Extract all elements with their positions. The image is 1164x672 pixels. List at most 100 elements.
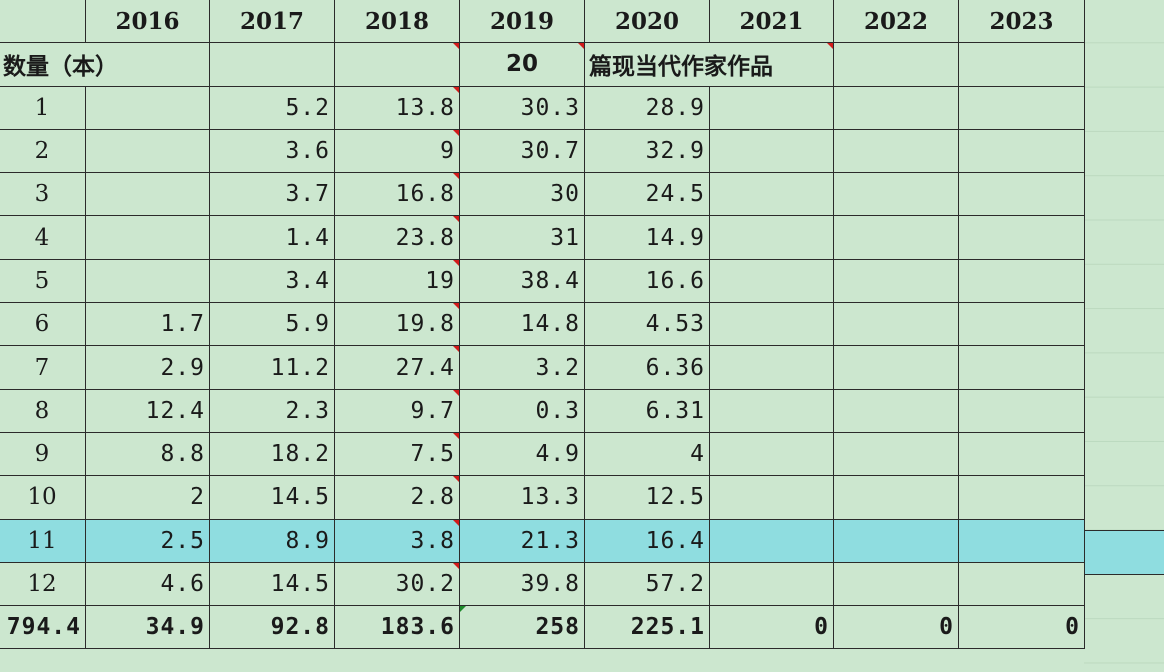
cell-2021[interactable] bbox=[709, 345, 834, 390]
cell-2022[interactable] bbox=[833, 215, 959, 260]
cell-2019[interactable]: 30.3 bbox=[459, 85, 585, 130]
subheader-cell-2022[interactable] bbox=[827, 42, 959, 87]
cell-2020[interactable]: 12.5 bbox=[584, 475, 710, 520]
year-header-2019[interactable]: 2019 bbox=[459, 0, 585, 44]
cell-2020[interactable]: 4.53 bbox=[584, 302, 710, 347]
year-header-2022[interactable]: 2022 bbox=[833, 0, 959, 44]
cell-2023[interactable] bbox=[958, 128, 1085, 174]
cell-2017[interactable]: 14.5 bbox=[209, 475, 335, 520]
cell-2016[interactable]: 4.6 bbox=[85, 561, 210, 607]
cell-2019[interactable]: 30 bbox=[459, 172, 585, 217]
cell-2019[interactable]: 21.3 bbox=[459, 518, 585, 563]
cell-2019[interactable]: 38.4 bbox=[459, 258, 585, 304]
cell-2021[interactable] bbox=[709, 128, 834, 174]
row-label-cell[interactable]: 6 bbox=[0, 302, 86, 347]
cell-2022[interactable] bbox=[833, 431, 959, 477]
cell-2019[interactable]: 30.7 bbox=[459, 128, 585, 174]
cell-2016[interactable]: 2 bbox=[85, 475, 210, 520]
cell-2016[interactable] bbox=[85, 215, 210, 260]
subheader-cell-2023[interactable] bbox=[958, 42, 1085, 87]
header-corner-cell[interactable] bbox=[0, 0, 86, 44]
cell-2019[interactable]: 14.8 bbox=[459, 302, 585, 347]
cell-2018[interactable]: 30.2 bbox=[334, 561, 460, 607]
total-cell-2021[interactable]: 0 bbox=[709, 605, 834, 650]
cell-2021[interactable] bbox=[709, 258, 834, 304]
cell-2023[interactable] bbox=[958, 518, 1085, 563]
cell-2017[interactable]: 3.6 bbox=[209, 128, 335, 174]
cell-2022[interactable] bbox=[833, 345, 959, 390]
total-cell-2016[interactable]: 34.9 bbox=[85, 605, 210, 650]
cell-2020[interactable]: 57.2 bbox=[584, 561, 710, 607]
cell-2019[interactable]: 3.2 bbox=[459, 345, 585, 390]
cell-2022[interactable] bbox=[833, 475, 959, 520]
cell-2023[interactable] bbox=[958, 475, 1085, 520]
total-cell-2018[interactable]: 183.6 bbox=[334, 605, 460, 650]
total-cell-2022[interactable]: 0 bbox=[833, 605, 959, 650]
cell-2021[interactable] bbox=[709, 561, 834, 607]
year-header-2020[interactable]: 2020 bbox=[584, 0, 710, 44]
total-cell-2020[interactable]: 225.1 bbox=[584, 605, 710, 650]
cell-2022[interactable] bbox=[833, 128, 959, 174]
cell-2022[interactable] bbox=[833, 302, 959, 347]
total-cell-2023[interactable]: 0 bbox=[958, 605, 1085, 650]
cell-2017[interactable]: 3.7 bbox=[209, 172, 335, 217]
row-label-cell[interactable]: 4 bbox=[0, 215, 86, 260]
cell-2023[interactable] bbox=[958, 215, 1085, 260]
total-cell-2017[interactable]: 92.8 bbox=[209, 605, 335, 650]
row-label-cell[interactable]: 10 bbox=[0, 475, 86, 520]
cell-2016[interactable] bbox=[85, 172, 210, 217]
quantity-label-cell[interactable]: 数量（本） bbox=[0, 42, 210, 87]
row-label-cell[interactable]: 7 bbox=[0, 345, 86, 390]
cell-2019[interactable]: 31 bbox=[459, 215, 585, 260]
cell-2022[interactable] bbox=[833, 172, 959, 217]
cell-2021[interactable] bbox=[709, 302, 834, 347]
cell-2017[interactable]: 8.9 bbox=[209, 518, 335, 563]
cell-2018[interactable]: 9.7 bbox=[334, 388, 460, 433]
cell-2018[interactable]: 2.8 bbox=[334, 475, 460, 520]
row-label-cell[interactable]: 2 bbox=[0, 128, 86, 174]
cell-2021[interactable] bbox=[709, 431, 834, 477]
cell-2017[interactable]: 11.2 bbox=[209, 345, 335, 390]
cell-2022[interactable] bbox=[833, 388, 959, 433]
row-label-cell[interactable]: 3 bbox=[0, 172, 86, 217]
cell-2023[interactable] bbox=[958, 388, 1085, 433]
cell-2018[interactable]: 27.4 bbox=[334, 345, 460, 390]
cell-2023[interactable] bbox=[958, 431, 1085, 477]
cell-2018[interactable]: 13.8 bbox=[334, 85, 460, 130]
cell-2020[interactable]: 24.5 bbox=[584, 172, 710, 217]
cell-2021[interactable] bbox=[709, 388, 834, 433]
cell-2023[interactable] bbox=[958, 302, 1085, 347]
row-label-cell[interactable]: 9 bbox=[0, 431, 86, 477]
cell-2019[interactable]: 0.3 bbox=[459, 388, 585, 433]
cell-2016[interactable]: 2.9 bbox=[85, 345, 210, 390]
cell-2018[interactable]: 19 bbox=[334, 258, 460, 304]
cell-2018[interactable]: 9 bbox=[334, 128, 460, 174]
cell-2018[interactable]: 7.5 bbox=[334, 431, 460, 477]
subheader-cell-2017[interactable] bbox=[209, 42, 335, 87]
cell-2022[interactable] bbox=[833, 561, 959, 607]
row-label-cell[interactable]: 12 bbox=[0, 561, 86, 607]
cell-2016[interactable]: 12.4 bbox=[85, 388, 210, 433]
cell-2018[interactable]: 16.8 bbox=[334, 172, 460, 217]
cell-2021[interactable] bbox=[709, 172, 834, 217]
row-label-cell[interactable]: 8 bbox=[0, 388, 86, 433]
cell-2017[interactable]: 1.4 bbox=[209, 215, 335, 260]
cell-2018[interactable]: 3.8 bbox=[334, 518, 460, 563]
row-label-cell[interactable]: 11 bbox=[0, 518, 86, 563]
year-header-2017[interactable]: 2017 bbox=[209, 0, 335, 44]
cell-2020[interactable]: 14.9 bbox=[584, 215, 710, 260]
cell-2020[interactable]: 16.4 bbox=[584, 518, 710, 563]
cell-2023[interactable] bbox=[958, 172, 1085, 217]
total-cell-2019[interactable]: 258 bbox=[459, 605, 585, 650]
cell-2017[interactable]: 18.2 bbox=[209, 431, 335, 477]
cell-2023[interactable] bbox=[958, 345, 1085, 390]
cell-2018[interactable]: 23.8 bbox=[334, 215, 460, 260]
cell-2022[interactable] bbox=[833, 85, 959, 130]
cell-2016[interactable]: 2.5 bbox=[85, 518, 210, 563]
year-header-2016[interactable]: 2016 bbox=[85, 0, 210, 44]
cell-2017[interactable]: 3.4 bbox=[209, 258, 335, 304]
grand-total-cell[interactable]: 794.4 bbox=[0, 605, 86, 650]
cell-2021[interactable] bbox=[709, 85, 834, 130]
cell-2016[interactable] bbox=[85, 128, 210, 174]
cell-2017[interactable]: 14.5 bbox=[209, 561, 335, 607]
